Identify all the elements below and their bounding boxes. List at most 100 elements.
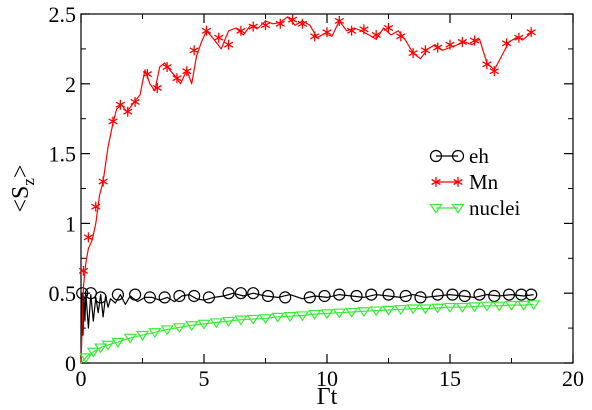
data-point-Mn <box>260 20 271 31</box>
data-point-eh <box>446 288 459 301</box>
data-point-eh <box>188 289 201 303</box>
data-point-Mn <box>359 24 369 35</box>
y-tick-label: 1.5 <box>49 142 77 167</box>
data-point-Mn <box>236 25 246 36</box>
data-point-nuclei <box>369 306 383 317</box>
data-point-eh <box>303 291 316 304</box>
data-point-Mn <box>420 45 431 56</box>
data-point-eh <box>525 288 538 301</box>
data-point-nuclei <box>320 309 334 320</box>
data-point-nuclei <box>221 316 236 327</box>
data-point-eh <box>431 288 444 301</box>
data-point-nuclei <box>246 314 260 325</box>
data-point-Mn <box>248 21 258 32</box>
data-point-nuclei <box>492 301 506 312</box>
data-point-nuclei <box>431 303 445 314</box>
data-point-nuclei <box>209 318 223 329</box>
data-point-Mn <box>201 25 212 36</box>
data-point-Mn <box>78 265 89 276</box>
data-point-Mn <box>310 31 320 42</box>
data-point-nuclei <box>135 330 150 341</box>
data-point-nuclei <box>148 328 162 339</box>
data-point-Mn <box>514 32 524 43</box>
data-point-Mn <box>469 35 480 46</box>
data-point-Mn <box>162 62 172 73</box>
data-point-Mn <box>396 31 406 42</box>
data-point-eh <box>458 289 471 303</box>
data-point-Mn <box>322 27 332 38</box>
data-point-eh <box>94 291 107 304</box>
data-point-Mn <box>526 27 536 38</box>
data-point-nuclei <box>332 308 346 319</box>
data-point-Mn <box>172 73 182 84</box>
data-point-eh <box>365 288 378 301</box>
data-point-nuclei <box>357 307 371 318</box>
data-point-eh <box>143 291 156 304</box>
x-tick-label: 0 <box>76 366 87 391</box>
data-point-nuclei <box>160 325 174 336</box>
data-point-nuclei <box>101 340 115 351</box>
data-point-Mn <box>383 22 394 33</box>
data-point-Mn <box>91 201 101 212</box>
data-point-Mn <box>152 82 162 93</box>
data-point-nuclei <box>197 319 211 330</box>
data-point-Mn <box>83 232 94 243</box>
data-point-nuclei <box>94 343 108 354</box>
data-point-nuclei <box>467 302 482 313</box>
legend-marker-eh <box>451 149 465 163</box>
data-point-nuclei <box>480 301 494 312</box>
data-point-Mn <box>115 99 126 110</box>
data-point-eh <box>261 289 275 303</box>
data-point-Mn <box>130 96 140 107</box>
legend-label-eh: eh <box>469 144 489 168</box>
series-line-nuclei <box>80 303 534 364</box>
data-point-Mn <box>334 15 344 26</box>
data-point-Mn <box>489 66 499 77</box>
data-point-eh <box>488 289 501 303</box>
data-point-nuclei <box>517 300 531 311</box>
data-point-Mn <box>275 18 285 29</box>
data-point-eh <box>173 289 186 303</box>
data-point-nuclei <box>271 312 285 323</box>
data-point-nuclei <box>418 304 433 315</box>
data-point-nuclei <box>295 311 310 322</box>
y-tick-label: 1 <box>65 211 76 236</box>
data-point-nuclei <box>455 302 469 313</box>
data-point-eh <box>279 291 292 304</box>
data-point-eh <box>129 288 142 301</box>
data-point-Mn <box>108 116 118 127</box>
legend-label-nuclei: nuclei <box>469 196 520 220</box>
y-tick-label: 2 <box>65 72 76 97</box>
data-point-Mn <box>346 25 357 36</box>
series-line-eh <box>80 292 534 359</box>
data-point-Mn <box>371 29 381 40</box>
legend-background <box>426 138 544 228</box>
legend-marker-Mn <box>431 177 441 187</box>
data-point-Mn <box>445 39 455 50</box>
data-point-nuclei <box>185 321 199 332</box>
data-point-eh <box>76 287 89 300</box>
data-point-nuclei <box>172 323 187 334</box>
legend-label-Mn: Mn <box>469 170 499 194</box>
series-layer <box>76 14 541 364</box>
data-point-nuclei <box>234 315 248 326</box>
data-point-nuclei <box>504 300 519 311</box>
data-point-nuclei <box>527 300 541 311</box>
data-point-Mn <box>501 38 512 49</box>
data-point-Mn <box>223 39 234 50</box>
legend-marker-nuclei <box>429 203 443 214</box>
data-point-nuclei <box>79 353 93 364</box>
data-point-Mn <box>189 45 199 56</box>
y-tick-label: 2.5 <box>49 2 77 27</box>
data-point-Mn <box>297 18 308 29</box>
data-point-nuclei <box>344 307 359 318</box>
data-point-Mn <box>123 106 133 117</box>
data-point-eh <box>158 291 171 304</box>
data-point-Mn <box>182 66 192 77</box>
y-axis-label-text: <Sz> <box>8 165 38 213</box>
data-point-nuclei <box>443 302 457 313</box>
data-point-nuclei <box>394 305 408 316</box>
data-point-Mn <box>214 32 224 43</box>
data-point-nuclei <box>308 309 322 320</box>
